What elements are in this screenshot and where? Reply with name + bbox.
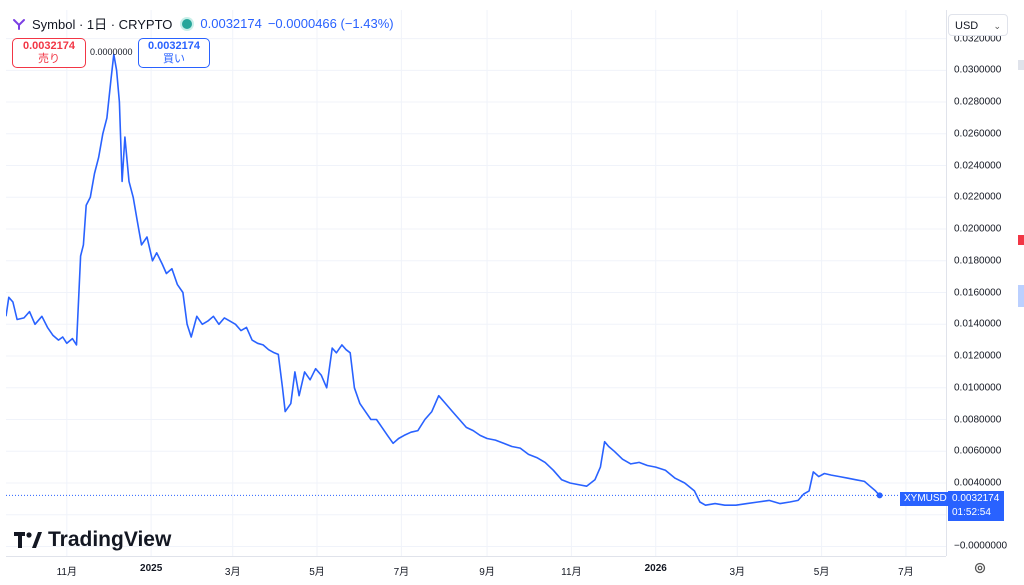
sell-button[interactable]: 0.0032174 売り [12,38,86,68]
market-status-icon[interactable] [182,18,193,29]
alert-marker-blue[interactable] [1018,285,1024,307]
bar-countdown: 01:52:54 [952,507,991,518]
legend-last-price: 0.0032174 [200,16,262,31]
price-axis[interactable] [946,10,1017,556]
currency-value: USD [955,20,979,32]
currency-select[interactable]: USD ⌄ [948,14,1008,36]
last-price-tag: 0.0032174 01:52:54 [948,491,1004,521]
y-tick-label: 0.0140000 [954,318,1002,330]
y-tick-label: 0.0300000 [954,64,1002,76]
symbol-price-tag: XYMUSD [900,492,951,506]
sell-label: 売り [38,53,60,65]
time-axis[interactable] [6,556,946,585]
x-tick-label: 11月 [561,567,582,578]
symbol-title[interactable]: Symbol · 1日 · CRYPTO [32,17,173,32]
x-tick-label: 7月 [393,567,410,578]
symbol-logo-icon [13,18,25,30]
last-price-dot [876,492,883,499]
y-tick-label: 0.0120000 [954,350,1002,362]
x-tick-label: 2026 [644,563,667,574]
x-tick-label: 5月 [309,567,325,578]
x-tick-label: 7月 [898,567,914,578]
y-tick-label: 0.0060000 [954,445,1002,457]
legend-change: −0.0000466 (−1.43%) [267,16,394,31]
chart-plot-area[interactable] [6,10,946,556]
x-tick-label: 11月 [56,567,78,578]
sell-price: 0.0032174 [23,40,75,52]
y-tick-label: 0.0200000 [954,223,1002,235]
alert-marker-red[interactable] [1018,235,1024,245]
y-tick-label: −0.0000000 [954,540,1008,552]
y-tick-label: 0.0100000 [954,382,1002,394]
y-tick-label: 0.0040000 [954,477,1002,489]
scroll-marker[interactable] [1018,60,1024,70]
spread-value: 0.0000000 [90,47,133,57]
y-tick-label: 0.0220000 [954,191,1002,203]
y-tick-label: 0.0180000 [954,255,1002,267]
symbol-legend[interactable]: Symbol · 1日 · CRYPTO 0.0032174 −0.000046… [12,14,394,33]
tradingview-logo-icon [14,532,42,548]
tradingview-watermark[interactable]: TradingView [14,528,171,552]
price-line [6,53,881,506]
x-tick-label: 5月 [813,567,830,578]
y-tick-label: 0.0240000 [954,160,1002,172]
y-tick-label: 0.0320000 [954,33,1002,45]
y-tick-label: 0.0280000 [954,96,1002,108]
y-tick-label: 0.0160000 [954,287,1002,299]
chart-grid [6,10,946,556]
gear-icon[interactable] [973,561,987,575]
x-tick-label: 3月 [729,567,746,578]
buy-button[interactable]: 0.0032174 買い [138,38,210,68]
y-tick-label: 0.0080000 [954,414,1002,425]
buy-label: 買い [163,53,185,65]
x-tick-label: 3月 [224,567,241,578]
buy-price: 0.0032174 [148,40,200,52]
y-tick-label: 0.0260000 [954,128,1002,140]
last-price-tag-value: 0.0032174 [952,493,1000,504]
tradingview-wordmark: TradingView [48,528,172,551]
x-tick-label: 2025 [140,563,163,574]
chevron-down-icon: ⌄ [993,21,1001,31]
x-tick-label: 9月 [479,567,495,578]
